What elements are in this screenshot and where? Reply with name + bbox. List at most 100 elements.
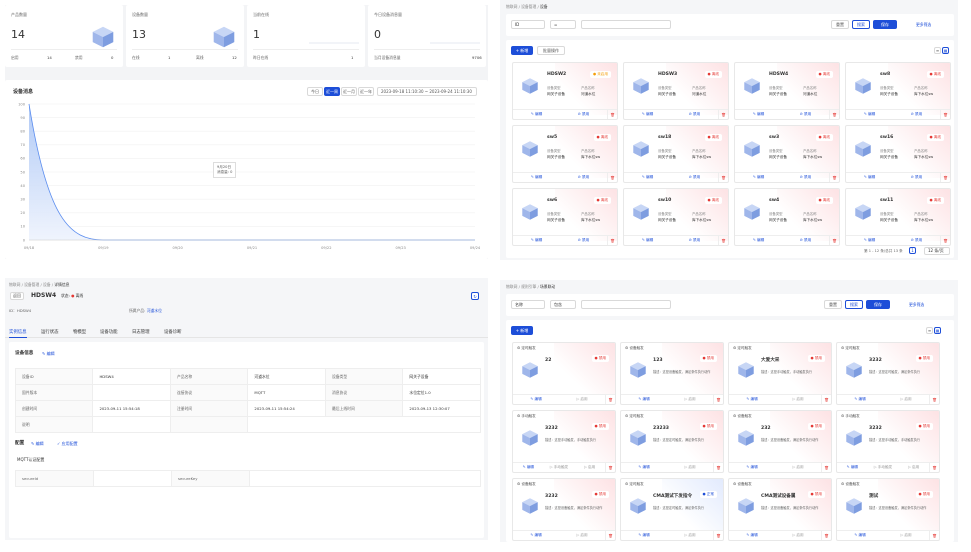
card-view-icon[interactable]: ▦ — [942, 47, 949, 54]
scene-card[interactable]: ⚙ 设备触发 232 ● 禁用 描述：这是设备触发，满足条件执行动作 ✎ 编辑 ▷… — [728, 410, 832, 473]
edit-button[interactable]: ✎ 编辑 — [746, 533, 758, 537]
edit-button[interactable]: ✎ 编辑 — [530, 175, 543, 179]
disable-button[interactable]: ⊘ 禁用 — [799, 238, 812, 242]
filter-operator-select[interactable]: 包含 — [550, 300, 576, 309]
device-card[interactable]: HDSW2 ● 未启用 设备类型 网关子设备 产品名称 河道水位 ✎ 编辑 ⊘ 禁… — [512, 62, 618, 120]
apply-config-link[interactable]: ✓ 应用配置 — [57, 441, 78, 446]
scene-card[interactable]: ⚙ 定时触发 大爱大采 ● 禁用 描述：这是手动触发，手动触发执行 ✎ 编辑 ▷ … — [728, 342, 832, 405]
more-filter-link[interactable]: 更多筛选 — [909, 302, 925, 307]
edit-button[interactable]: ✎ 编辑 — [863, 112, 876, 116]
tab-5[interactable]: 设备诊断 — [164, 330, 182, 335]
enable-button[interactable]: ▷ 启用 — [684, 533, 696, 537]
scene-card[interactable]: ⚙ 设备触发 测试 ● 禁用 描述：这是设备触发，满足条件执行动作 ✎ 编辑 ▷ … — [836, 478, 940, 541]
tab-1[interactable]: 运行状态 — [41, 330, 59, 335]
disable-button[interactable]: ⊘ 禁用 — [577, 238, 590, 242]
delete-icon[interactable]: 🗑 — [929, 531, 939, 540]
enable-button[interactable]: ▷ 启用 — [792, 397, 804, 401]
device-card[interactable]: sw18 ● 离线 设备类型 网关子设备 产品名称 库下水位sw ✎ 编辑 ⊘ 禁… — [623, 125, 729, 183]
edit-button[interactable]: ✎ 编辑 — [638, 533, 650, 537]
scene-card[interactable]: ⚙ 定时触发 CMA测试下发指令 ● 正常 描述：这是定时触发，满足条件执行 ✎… — [620, 478, 724, 541]
enable-button[interactable]: ▷ 启用 — [900, 397, 912, 401]
config-edit-link[interactable]: ✎ 编辑 — [31, 441, 44, 446]
range-1-button[interactable]: 近一周 — [324, 87, 340, 96]
list-view-icon[interactable]: ≡ — [934, 47, 941, 54]
delete-icon[interactable]: 🗑 — [821, 463, 831, 472]
batch-operation-button[interactable]: 批量操作 — [537, 46, 565, 55]
scene-card[interactable]: ⚙ 定时触发 22 ● 禁用 ✎ 编辑 ▷ 启用 🗑 — [512, 342, 616, 405]
delete-icon[interactable]: 🗑 — [940, 236, 950, 245]
delete-icon[interactable]: 🗑 — [607, 173, 617, 182]
device-card[interactable]: sw10 ● 离线 设备类型 网关子设备 产品名称 库下水位sw ✎ 编辑 ⊘ 禁… — [623, 188, 729, 246]
edit-button[interactable]: ✎ 编辑 — [638, 465, 650, 469]
enable-button[interactable]: ▷ 启用 — [576, 397, 588, 401]
enable-button[interactable]: ▷ 启用 — [792, 533, 804, 537]
edit-button[interactable]: ✎ 编辑 — [854, 397, 866, 401]
search-button[interactable]: 搜索 — [852, 20, 870, 29]
filter-value-input[interactable] — [581, 300, 671, 309]
device-card[interactable]: sw3 ● 离线 设备类型 网关子设备 产品名称 库下水位sw ✎ 编辑 ⊘ 禁用… — [734, 125, 840, 183]
device-card[interactable]: HDSW3 ● 离线 设备类型 网关子设备 产品名称 河道水位 ✎ 编辑 ⊘ 禁用… — [623, 62, 729, 120]
disable-button[interactable]: ⊘ 禁用 — [688, 238, 701, 242]
filter-operator-select[interactable]: = — [550, 20, 576, 29]
range-3-button[interactable]: 近一年 — [358, 87, 374, 96]
delete-icon[interactable]: 🗑 — [605, 463, 615, 472]
delete-icon[interactable]: 🗑 — [718, 110, 728, 119]
device-card[interactable]: sw4 ● 离线 设备类型 网关子设备 产品名称 库下水位sw ✎ 编辑 ⊘ 禁用… — [734, 188, 840, 246]
scene-card[interactable]: ⚙ 定时触发 23233 ● 禁用 描述：这是定时触发，满足条件执行 ✎ 编辑 ▷… — [620, 410, 724, 473]
edit-button[interactable]: ✎ 编辑 — [641, 238, 654, 242]
list-view-icon[interactable]: ≡ — [926, 327, 933, 334]
filter-field-select[interactable]: 名称 — [511, 300, 545, 309]
tab-4[interactable]: 日志管理 — [132, 330, 150, 335]
manual-trigger-button[interactable]: ▷ 手动触发 — [549, 465, 569, 469]
search-button[interactable]: 搜索 — [845, 300, 863, 309]
tab-0[interactable]: 实例信息 — [9, 329, 27, 338]
page-1-button[interactable]: 1 — [909, 247, 916, 254]
edit-button[interactable]: ✎ 编辑 — [752, 175, 765, 179]
enable-button[interactable]: ▷ 启用 — [684, 397, 696, 401]
delete-icon[interactable]: 🗑 — [713, 531, 723, 540]
date-range-input[interactable]: 2023-09-18 11:10:30 ~ 2023-09-24 11:10:3… — [377, 87, 477, 96]
delete-icon[interactable]: 🗑 — [607, 236, 617, 245]
enable-button[interactable]: ▷ 启用 — [908, 465, 920, 469]
scene-card[interactable]: ⚙ 设备触发 123 ● 禁用 描述：这是设备触发，满足条件执行动作 ✎ 编辑 ▷… — [620, 342, 724, 405]
edit-button[interactable]: ✎ 编辑 — [752, 238, 765, 242]
tab-3[interactable]: 设备功能 — [100, 330, 118, 335]
filter-value-input[interactable] — [581, 20, 671, 29]
delete-icon[interactable]: 🗑 — [605, 395, 615, 404]
delete-icon[interactable]: 🗑 — [829, 110, 839, 119]
scene-card[interactable]: ⚙ 设备触发 CMA测试设备属 ● 禁用 描述：这是设备触发，满足条件执行动作 … — [728, 478, 832, 541]
disable-button[interactable]: ⊘ 禁用 — [799, 175, 812, 179]
delete-icon[interactable]: 🗑 — [821, 395, 831, 404]
delete-icon[interactable]: 🗑 — [929, 463, 939, 472]
card-view-icon[interactable]: ▦ — [934, 327, 941, 334]
edit-button[interactable]: ✎ 编辑 — [530, 533, 542, 537]
edit-button[interactable]: ✎ 编辑 — [746, 465, 758, 469]
enable-button[interactable]: ▷ 启用 — [684, 465, 696, 469]
edit-button[interactable]: ✎ 编辑 — [530, 397, 542, 401]
reset-button[interactable]: 重置 — [831, 20, 849, 29]
refresh-icon[interactable]: ↻ — [471, 292, 479, 300]
edit-link[interactable]: ✎ 编辑 — [42, 351, 55, 356]
scene-card[interactable]: ⚙ 设备触发 3232 ● 禁用 描述：这是设备触发，满足条件执行动作 ✎ 编辑… — [512, 478, 616, 541]
device-card[interactable]: sw16 ● 离线 设备类型 网关子设备 产品名称 库下水位sw ✎ 编辑 ⊘ 禁… — [845, 125, 951, 183]
disable-button[interactable]: ⊘ 禁用 — [577, 112, 590, 116]
edit-button[interactable]: ✎ 编辑 — [641, 112, 654, 116]
device-card[interactable]: sw11 ● 离线 设备类型 网关子设备 产品名称 库下水位sw ✎ 编辑 ⊘ 禁… — [845, 188, 951, 246]
save-button[interactable]: 保存 — [866, 300, 890, 309]
scene-card[interactable]: ⚙ 定时触发 3232 ● 禁用 描述：这是定时触发，满足条件执行 ✎ 编辑 ▷ … — [836, 342, 940, 405]
disable-button[interactable]: ⊘ 禁用 — [688, 175, 701, 179]
delete-icon[interactable]: 🗑 — [821, 531, 831, 540]
range-0-button[interactable]: 今日 — [307, 87, 323, 96]
edit-button[interactable]: ✎ 编辑 — [746, 397, 758, 401]
disable-button[interactable]: ⊘ 禁用 — [910, 238, 923, 242]
manual-trigger-button[interactable]: ▷ 手动触发 — [873, 465, 893, 469]
delete-icon[interactable]: 🗑 — [605, 531, 615, 540]
enable-button[interactable]: ▷ 启用 — [900, 533, 912, 537]
back-button[interactable]: 返回 — [10, 292, 24, 300]
add-button[interactable]: + 新增 — [511, 46, 533, 55]
enable-button[interactable]: ▷ 启用 — [792, 465, 804, 469]
tab-2[interactable]: 物模型 — [73, 330, 87, 335]
enable-button[interactable]: ▷ 启用 — [576, 533, 588, 537]
delete-icon[interactable]: 🗑 — [929, 395, 939, 404]
device-card[interactable]: sw6 ● 离线 设备类型 网关子设备 产品名称 库下水位sw ✎ 编辑 ⊘ 禁用… — [512, 188, 618, 246]
